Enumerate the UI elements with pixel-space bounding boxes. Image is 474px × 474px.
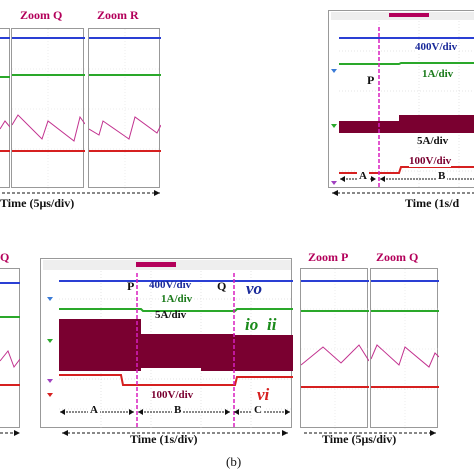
signal-label-io: io: [245, 315, 259, 334]
section-a-label-a: A: [357, 170, 369, 182]
zoom-p-scope-b: [300, 268, 370, 429]
section-a-label-b: A: [88, 404, 100, 416]
time-axis-arrow-a-right: [332, 190, 474, 196]
time-label-zoom-b: Time (5μs/div): [322, 432, 397, 446]
time-axis-arrow-zoom-b: [304, 430, 436, 436]
marker-q-b: Q: [217, 279, 227, 293]
zoom-r-scope-a: [88, 28, 162, 189]
scale-io-b: 1A/div: [161, 293, 193, 305]
scale-vo-a: 400V/div: [415, 41, 458, 53]
zoom-p-traces: [300, 269, 370, 429]
zoom-p-label-b: Zoom P: [308, 250, 349, 265]
signal-label-vi: vi: [257, 385, 270, 404]
scope-b-header-bar: [136, 262, 176, 267]
section-b-label-b: B: [172, 404, 184, 416]
marker-p-a: P: [367, 73, 375, 87]
zoom-b-partial-traces: [0, 282, 21, 386]
signal-label-vo: vo: [246, 279, 263, 298]
zoom-q-label-a: Zoom Q: [20, 8, 63, 23]
marker-p-b: P: [127, 279, 135, 293]
scope-b-main: P Q 400V/div 1A/div 5A/div 100V/div vo i…: [40, 258, 293, 429]
time-axis-arrow-b-partial: [0, 430, 20, 436]
zoom-q-label-b-partial: Q: [0, 250, 10, 265]
scale-vo-b: 400V/div: [149, 279, 192, 291]
zoom-r-traces: [88, 29, 162, 189]
scale-ii-b: 5A/div: [155, 309, 187, 321]
signal-label-ii: ii: [267, 315, 277, 334]
zoom-q-traces: [11, 29, 86, 189]
zoom-q-label-b: Zoom Q: [376, 250, 419, 265]
scope-b-traces: [47, 271, 293, 429]
time-label-a-right: Time (1s/d: [405, 196, 460, 210]
zoom-scope-left-partial: [0, 28, 11, 188]
figure-caption-b: (b): [226, 454, 242, 469]
scale-vi-b: 100V/div: [151, 389, 194, 401]
section-c-label-b: C: [252, 404, 264, 416]
scope-a-traces: [331, 21, 474, 189]
time-label-a: Time (5μs/div): [0, 196, 75, 210]
scope-a-main: 400V/div 1A/div P 5A/div 100V/div: [328, 10, 474, 189]
section-b-label-a: B: [436, 170, 448, 182]
scale-io-a: 1A/div: [422, 68, 454, 80]
zoom-trace-partial: [0, 37, 11, 152]
zoom-q-scope-b: [370, 268, 440, 429]
zoom-r-label-a: Zoom R: [97, 8, 139, 23]
scale-vi-a: 100V/div: [409, 155, 452, 167]
scale-ii-a: 5A/div: [417, 135, 449, 147]
section-arrows-a: [340, 176, 474, 182]
time-label-b: Time (1s/div): [130, 432, 198, 446]
scope-header-bar: [389, 13, 429, 17]
time-axis-arrow-b: [62, 430, 288, 436]
zoom-scope-b-partial: [0, 268, 21, 428]
time-axis-arrow-a: [2, 190, 160, 196]
zoom-q-traces-b: [370, 269, 440, 429]
zoom-q-scope-a: [11, 28, 86, 189]
